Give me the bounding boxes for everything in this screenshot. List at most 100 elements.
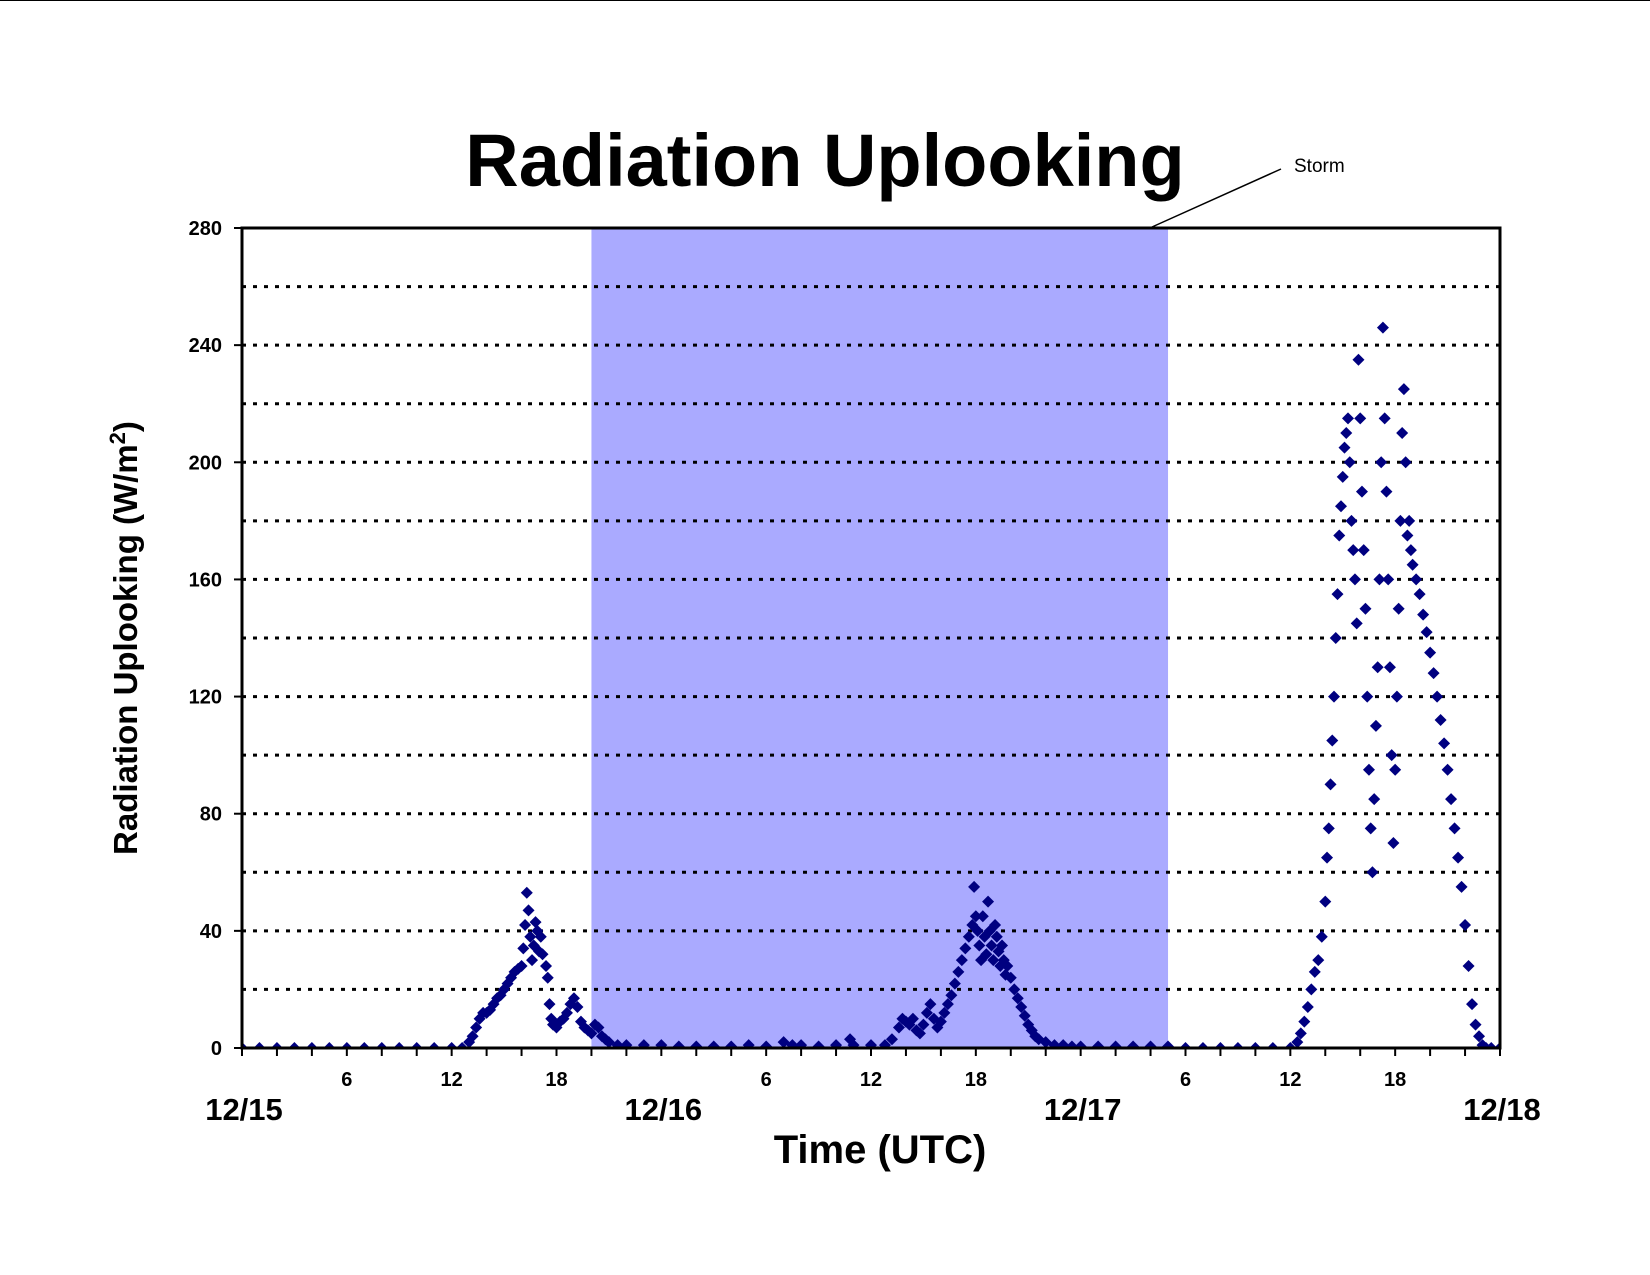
data-point: [1333, 529, 1346, 542]
data-point: [1404, 544, 1417, 557]
y-tick-label: 120: [189, 687, 222, 709]
data-point: [1394, 514, 1407, 527]
data-point: [1162, 1040, 1175, 1048]
data-point: [1065, 1040, 1078, 1048]
x-day-label: 12/16: [625, 1092, 703, 1127]
data-point: [830, 1039, 843, 1048]
data-point: [1396, 427, 1409, 439]
data-point: [1399, 456, 1412, 469]
data-point: [1326, 734, 1339, 747]
data-point: [1357, 544, 1370, 557]
y-tick-label: 280: [189, 218, 222, 240]
data-point: [1109, 1040, 1122, 1048]
y-tick-label: 240: [189, 335, 222, 357]
data-point: [567, 992, 580, 1005]
data-point: [982, 895, 995, 908]
data-point: [1362, 763, 1375, 776]
data-point: [959, 942, 972, 955]
data-point: [1420, 626, 1433, 639]
data-point: [941, 998, 954, 1011]
data-point: [990, 930, 1003, 943]
data-point: [1335, 500, 1348, 513]
data-point: [1144, 1040, 1157, 1048]
chart-title: Radiation Uplooking: [465, 119, 1184, 202]
data-point: [1364, 822, 1377, 835]
data-point: [996, 939, 1009, 952]
data-point: [1427, 667, 1440, 680]
data-point: [976, 910, 989, 923]
data-point: [1438, 737, 1451, 750]
storm-shading: [591, 228, 1169, 1048]
data-point: [913, 1027, 926, 1040]
data-point: [906, 1012, 919, 1025]
x-hour-label: 6: [761, 1069, 772, 1091]
data-point: [1008, 983, 1021, 996]
data-point: [540, 960, 553, 972]
data-point: [560, 1006, 573, 1019]
data-point: [1312, 954, 1325, 967]
data-point: [536, 948, 549, 961]
data-point: [1350, 617, 1363, 630]
data-point: [1366, 866, 1379, 879]
data-point: [524, 930, 537, 943]
data-points: [242, 321, 1500, 1048]
data-point: [1413, 588, 1426, 601]
x-axis-ticks: 6 12 18 6 12 18 6 12 18 12/15 12/16 12/17 12/18: [205, 1048, 1541, 1127]
data-point: [1092, 1040, 1105, 1048]
data-point: [980, 948, 993, 961]
data-point: [571, 1001, 584, 1013]
grid-lines: [242, 285, 1500, 991]
data-point: [1291, 1036, 1304, 1048]
data-point: [1057, 1039, 1070, 1048]
data-point: [1298, 1015, 1311, 1028]
data-point: [1347, 544, 1360, 557]
data-point: [1354, 412, 1367, 425]
data-point: [637, 1039, 650, 1048]
data-point: [948, 977, 961, 990]
x-day-label: 12/17: [1044, 1092, 1122, 1127]
data-point: [1004, 971, 1017, 984]
data-point: [1322, 822, 1335, 835]
y-tick-label: 0: [211, 1038, 222, 1060]
data-point: [1417, 608, 1430, 621]
data-point: [952, 965, 965, 978]
data-point: [1340, 427, 1353, 439]
data-point: [1448, 822, 1461, 835]
data-point: [725, 1040, 738, 1048]
data-point: [707, 1040, 720, 1048]
data-point: [585, 1027, 598, 1040]
data-point: [1328, 690, 1341, 703]
data-point: [1403, 514, 1416, 527]
data-point: [973, 939, 986, 952]
data-point: [1359, 602, 1372, 615]
data-point: [1459, 919, 1472, 931]
x-day-label: 12/18: [1463, 1092, 1541, 1127]
data-point: [611, 1039, 624, 1048]
data-point: [917, 1018, 930, 1031]
data-point: [1445, 793, 1458, 806]
data-point: [1355, 485, 1368, 498]
data-point: [470, 1021, 483, 1034]
y-tick-label: 160: [189, 569, 222, 591]
x-hour-label: 18: [1384, 1069, 1406, 1091]
data-point: [1390, 690, 1403, 703]
data-point: [1383, 661, 1396, 674]
data-point: [1345, 514, 1358, 527]
data-point: [1382, 573, 1395, 586]
data-point: [1410, 573, 1423, 586]
data-point: [1308, 965, 1321, 978]
data-point: [1329, 632, 1342, 644]
data-point: [1011, 992, 1024, 1005]
data-point: [1466, 998, 1479, 1011]
data-point: [795, 1039, 808, 1048]
y-tick-label: 40: [200, 921, 222, 943]
x-hour-label: 12: [1279, 1069, 1301, 1091]
y-axis-ticks: 0 40 80 120 160 200 240 280: [189, 218, 242, 1060]
data-point: [1380, 485, 1393, 498]
top-border-line: [0, 0, 1650, 1]
data-point: [1406, 558, 1419, 571]
data-point: [938, 1006, 951, 1019]
data-point: [1324, 778, 1337, 791]
data-point: [920, 1006, 933, 1019]
